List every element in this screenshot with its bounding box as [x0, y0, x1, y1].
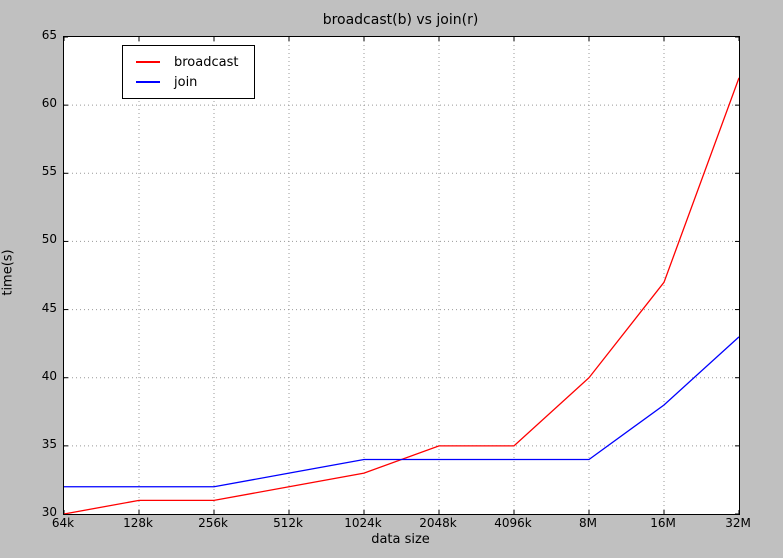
plot-area [63, 36, 740, 515]
x-tick-label: 128k [123, 516, 153, 530]
x-tick-label: 512k [273, 516, 303, 530]
legend-item-broadcast: broadcast [136, 52, 254, 72]
y-tick-label: 40 [41, 368, 57, 383]
x-tick-label: 32M [725, 516, 751, 530]
y-tick-label: 60 [41, 96, 57, 111]
broadcast-line-swatch [136, 61, 160, 63]
series-line-join [64, 336, 739, 488]
x-tick-label: 4096k [494, 516, 532, 530]
x-tick-label: 256k [198, 516, 228, 530]
legend-label-broadcast: broadcast [174, 54, 239, 70]
y-tick-label: 65 [41, 28, 57, 42]
join-line-swatch [136, 81, 160, 83]
chart-title: broadcast(b) vs join(r) [322, 12, 479, 28]
x-tick-label: 2048k [419, 516, 457, 530]
y-tick-label: 30 [41, 505, 57, 519]
y-tick-label: 35 [41, 436, 57, 451]
x-tick-label: 1024k [344, 516, 382, 530]
y-tick-label: 55 [41, 164, 57, 179]
legend-label-join: join [174, 74, 198, 90]
legend: broadcast join [122, 45, 255, 99]
x-tick-label: 64k [51, 516, 75, 530]
chart-svg [64, 37, 739, 514]
series-line-broadcast [64, 77, 739, 514]
y-tick-label: 50 [41, 232, 57, 247]
x-tick-label: 8M [579, 516, 597, 530]
x-tick-label: 16M [650, 516, 676, 530]
y-tick-label: 45 [41, 300, 57, 315]
legend-item-join: join [136, 72, 254, 92]
x-axis-label: data size [371, 532, 430, 547]
